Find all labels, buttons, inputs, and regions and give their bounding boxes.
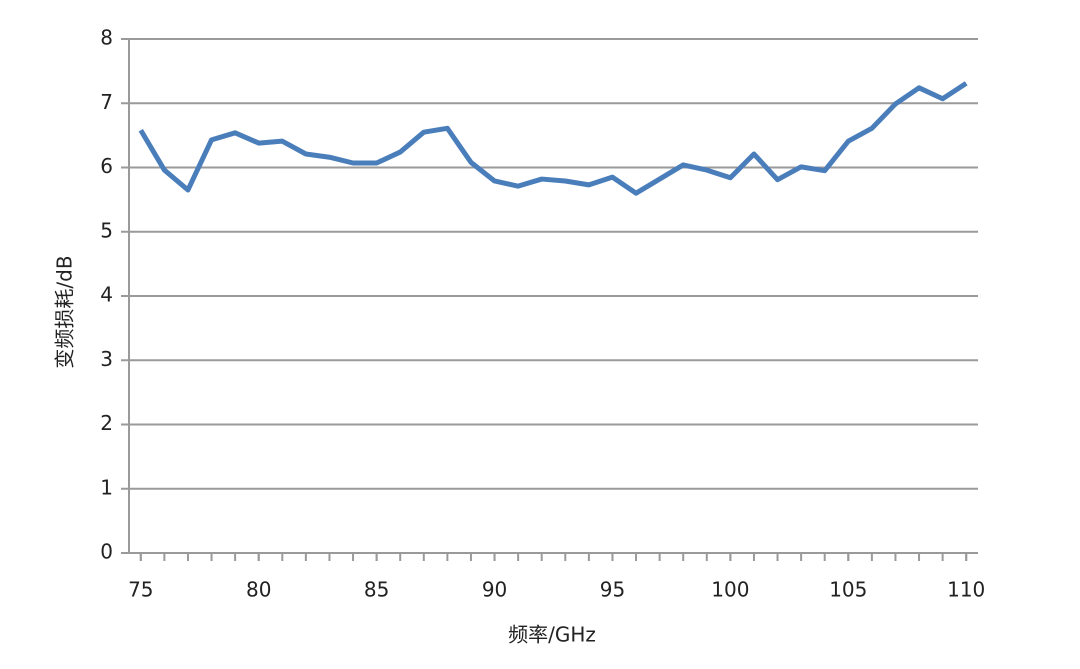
y-tick-label: 2 <box>100 411 113 435</box>
x-tick-label: 75 <box>128 578 153 602</box>
y-axis-label: 变频损耗/dB <box>53 255 77 368</box>
y-tick-label: 0 <box>100 540 113 564</box>
y-tick-label: 6 <box>100 154 113 178</box>
x-tick-label: 100 <box>711 578 749 602</box>
x-tick-label: 85 <box>364 578 389 602</box>
y-tick-label: 5 <box>100 218 113 242</box>
x-tick-label: 110 <box>947 578 985 602</box>
x-tick-label: 90 <box>482 578 507 602</box>
y-tick-label: 3 <box>100 347 113 371</box>
x-tick-label: 95 <box>600 578 625 602</box>
y-tick-label: 7 <box>100 90 113 114</box>
data-line <box>138 81 968 196</box>
x-axis-label: 频率/GHz <box>508 623 596 647</box>
y-tick-label: 4 <box>100 283 113 307</box>
y-tick-label: 8 <box>100 26 113 50</box>
y-tick-label: 1 <box>100 475 113 499</box>
x-tick-label: 80 <box>246 578 271 602</box>
x-tick-label: 105 <box>829 578 867 602</box>
